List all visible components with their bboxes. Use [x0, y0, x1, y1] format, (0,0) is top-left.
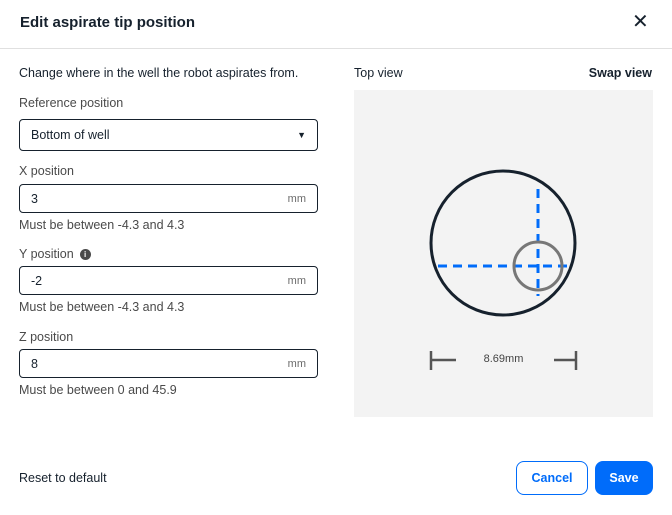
description: Change where in the well the robot aspir…	[19, 66, 299, 80]
y-label-row: Y position i	[19, 247, 91, 261]
z-value: 8	[31, 356, 38, 371]
x-position-input[interactable]: 3 mm	[19, 184, 318, 213]
y-value: -2	[31, 273, 43, 288]
x-value: 3	[31, 191, 38, 206]
well-diagram	[429, 169, 578, 370]
x-unit: mm	[287, 192, 306, 205]
close-icon[interactable]: ✕	[632, 11, 649, 33]
z-label: Z position	[19, 330, 74, 344]
reference-value: Bottom of well	[31, 128, 110, 142]
y-unit: mm	[287, 274, 306, 287]
dialog-title: Edit aspirate tip position	[20, 14, 196, 31]
diameter-bar	[429, 351, 578, 370]
reference-label: Reference position	[19, 96, 124, 110]
save-button[interactable]: Save	[595, 461, 653, 495]
x-help: Must be between -4.3 and 4.3	[19, 218, 185, 232]
diameter-label: 8.69mm	[483, 353, 524, 365]
tip-position-marker	[512, 240, 564, 292]
y-label: Y position	[19, 247, 74, 261]
y-help: Must be between -4.3 and 4.3	[19, 300, 185, 314]
chevron-down-icon: ▼	[297, 130, 306, 140]
z-unit: mm	[287, 357, 306, 370]
view-label: Top view	[354, 66, 403, 80]
z-help: Must be between 0 and 45.9	[19, 383, 177, 397]
header-divider	[0, 48, 672, 49]
well-outline	[429, 169, 577, 317]
cancel-button[interactable]: Cancel	[516, 461, 588, 495]
well-preview: 8.69mm	[354, 90, 653, 417]
swap-view-link[interactable]: Swap view	[588, 66, 652, 80]
reference-select[interactable]: Bottom of well ▼	[19, 119, 318, 151]
y-position-input[interactable]: -2 mm	[19, 266, 318, 295]
z-position-input[interactable]: 8 mm	[19, 349, 318, 378]
info-icon[interactable]: i	[79, 249, 91, 260]
reset-to-default-link[interactable]: Reset to default	[19, 471, 107, 485]
x-label: X position	[19, 164, 74, 178]
